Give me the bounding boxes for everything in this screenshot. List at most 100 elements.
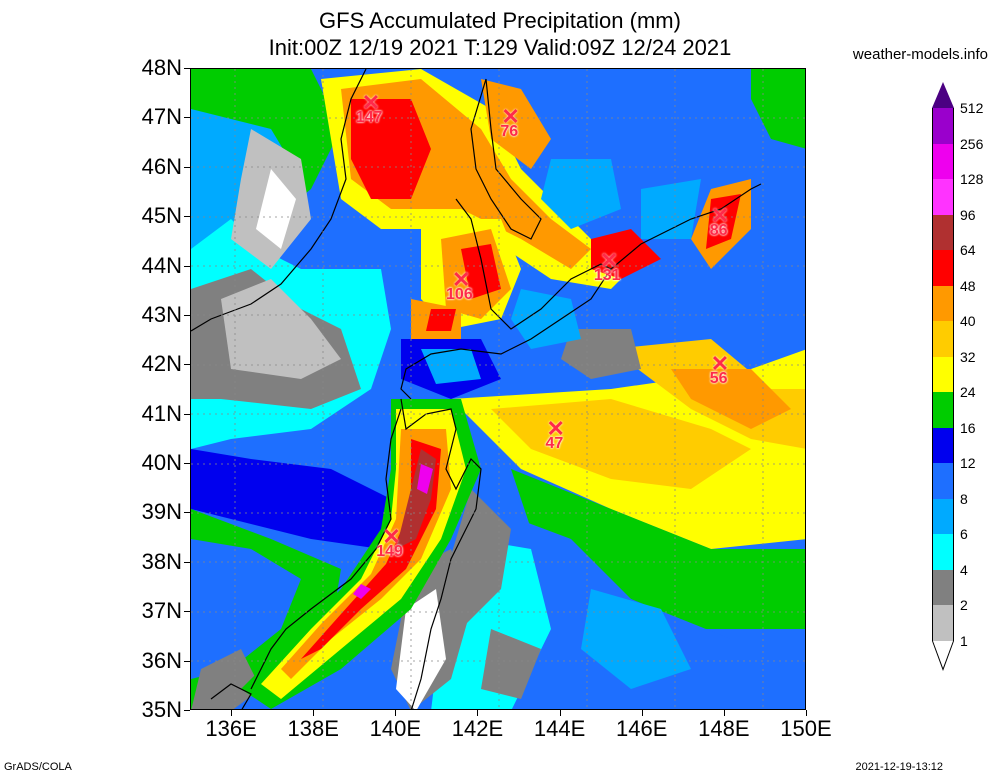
lat-label: 41N [141, 400, 182, 426]
lon-tick [477, 710, 479, 716]
max-marker-value: 56 [709, 370, 728, 388]
lat-label: 37N [141, 598, 182, 624]
lat-label: 43N [141, 301, 182, 327]
lat-tick [184, 364, 190, 366]
max-marker-value: 131 [593, 266, 621, 284]
lat-label: 48N [141, 55, 182, 80]
chart-title: GFS Accumulated Precipitation (mm) [319, 8, 681, 33]
legend-swatch [932, 569, 954, 605]
lat-tick [184, 710, 190, 711]
lat-tick [184, 216, 190, 218]
lon-tick [559, 710, 561, 716]
lon-label: 144E [533, 716, 586, 741]
legend-label: 8 [960, 490, 968, 507]
lat-label: 45N [141, 203, 182, 229]
legend-label: 256 [960, 135, 984, 152]
footer-credit: GrADS/COLA [4, 761, 72, 773]
legend-label: 16 [960, 419, 976, 436]
legend-swatch [932, 356, 954, 392]
max-marker-value: 106 [446, 286, 473, 304]
lat-tick [184, 68, 190, 69]
legend-swatch [932, 463, 954, 499]
lon-tick [806, 710, 807, 716]
lon-label: 150E [780, 716, 832, 741]
lat-tick [184, 117, 190, 119]
legend-label: 12 [960, 455, 976, 471]
legend-label: 1 [960, 632, 968, 649]
lat-label: 42N [141, 351, 182, 377]
max-marker-value: 47 [545, 434, 564, 452]
max-marker-cross: ✕ [546, 415, 565, 441]
lat-tick [184, 512, 190, 514]
lon-label: 146E [616, 716, 668, 741]
lat-tick [184, 166, 190, 168]
legend-swatch [932, 427, 954, 463]
lat-tick [184, 611, 190, 613]
max-marker-cross: ✕ [382, 524, 401, 550]
chart-subtitle: Init:00Z 12/19 2021 T:129 Valid:09Z 12/2… [268, 35, 732, 60]
lat-label: 35N [141, 697, 182, 722]
lat-tick [184, 265, 190, 267]
max-marker-cross: ✕ [599, 247, 619, 273]
lat-label: 40N [141, 450, 182, 476]
lon-label: 140E [369, 716, 422, 741]
legend-label: 40 [960, 313, 976, 329]
max-marker-value: 76 [500, 123, 519, 141]
legend-label: 24 [960, 384, 976, 400]
legend-swatch [932, 392, 954, 428]
lon-tick [641, 710, 643, 716]
lat-label: 46N [141, 153, 182, 179]
lat-tick [184, 314, 190, 316]
lat-label: 36N [141, 647, 182, 673]
legend-swatch [932, 321, 954, 357]
legend-top-arrow [932, 82, 954, 108]
legend-swatch [932, 285, 954, 321]
legend-label: 128 [960, 171, 984, 187]
precipitation-map [190, 68, 806, 710]
legend-label: 96 [960, 206, 976, 223]
legend-label: 64 [960, 242, 976, 258]
legend-label: 4 [960, 561, 968, 578]
lat-label: 44N [141, 252, 182, 278]
lat-tick [184, 660, 190, 662]
max-marker-cross: ✕ [710, 203, 730, 229]
lat-label: 38N [141, 548, 182, 574]
footer-timestamp: 2021-12-19-13:12 [855, 761, 943, 773]
max-marker-cross: ✕ [361, 89, 381, 115]
legend-label: 32 [960, 348, 976, 365]
lat-label: 47N [141, 104, 182, 130]
legend-label: 512 [960, 100, 984, 116]
lat-label: 39N [141, 499, 182, 525]
legend-swatch [932, 108, 954, 144]
legend-swatch [932, 143, 954, 179]
legend-label: 2 [960, 597, 968, 613]
lon-label: 138E [287, 716, 339, 741]
legend-swatch [932, 250, 954, 286]
lon-label: 148E [698, 716, 750, 741]
map-field [191, 69, 805, 709]
lat-tick [184, 463, 190, 465]
lon-label: 136E [205, 716, 257, 741]
legend-swatch [932, 498, 954, 534]
max-marker-cross: ✕ [452, 267, 471, 293]
lon-tick [723, 710, 725, 716]
legend-swatch [932, 179, 954, 215]
lon-tick [231, 710, 233, 716]
site-label: weather-models.info [852, 46, 988, 63]
max-marker-cross: ✕ [710, 351, 730, 377]
lon-tick [395, 710, 397, 716]
max-marker-cross: ✕ [501, 104, 520, 130]
lon-label: 142E [451, 716, 504, 741]
legend-label: 6 [960, 526, 968, 542]
legend-bottom-arrow-fill [933, 640, 953, 668]
legend-swatch [932, 605, 954, 641]
lat-tick [184, 561, 190, 563]
lon-tick [313, 710, 315, 716]
legend-label: 48 [960, 277, 976, 294]
max-marker-value: 149 [376, 543, 403, 561]
lat-tick [184, 413, 190, 415]
legend-swatch [932, 214, 954, 250]
max-marker-value: 86 [709, 222, 728, 240]
legend-swatch [932, 534, 954, 570]
max-marker-value: 147 [355, 108, 383, 126]
